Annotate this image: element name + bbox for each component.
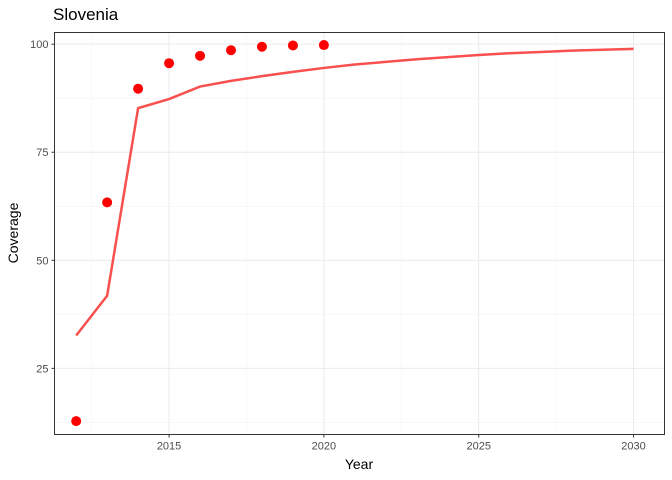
plot-panel [54,32,665,435]
x-tick-label: 2020 [312,441,336,453]
fitted-coverage-line [75,47,634,337]
observed-coverage-point [102,197,113,208]
chart-title: Slovenia [53,5,119,24]
y-axis-label: Coverage [5,202,21,263]
observed-coverage-point [133,83,144,94]
observed-coverage-point [256,41,267,52]
observed-coverage-point [195,50,206,61]
observed-coverage-point [287,40,298,51]
plot-series [71,40,634,427]
observed-coverage-point [164,58,175,69]
y-tick-label: 25 [36,363,48,375]
axis-ticks: 2015 2020 2025 2030 25 50 75 100 [30,39,646,452]
y-tick-label: 75 [36,147,48,159]
x-tick-label: 2015 [157,441,181,453]
observed-coverage-point [318,40,329,51]
x-tick-label: 2025 [466,441,490,453]
observed-coverage-point [225,45,236,56]
grid [54,32,665,435]
x-axis-label: Year [345,456,374,472]
y-tick-label: 100 [30,39,48,51]
y-tick-label: 50 [36,255,48,267]
observed-coverage-point [71,416,82,427]
x-tick-label: 2030 [621,441,645,453]
